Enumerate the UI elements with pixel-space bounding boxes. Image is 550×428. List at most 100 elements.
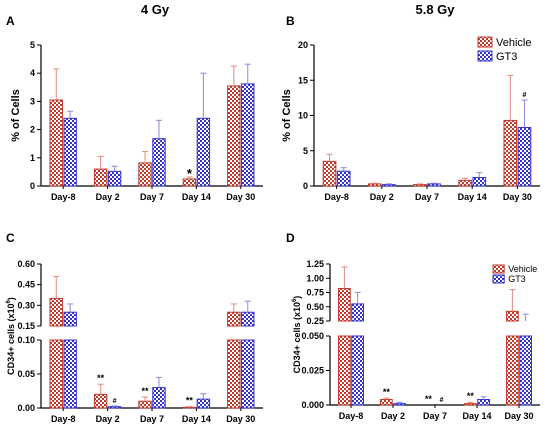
x-tick-label: Day-8: [51, 192, 76, 202]
y-tick-label: 0.05: [17, 369, 35, 379]
bar-gt3-lower: [63, 339, 77, 409]
x-tick-label: Day 14: [182, 192, 211, 202]
x-tick-label: Day 7: [415, 192, 439, 202]
bar-vehicle: [138, 162, 152, 187]
y-tick-label: 0.25: [306, 316, 324, 326]
bar-gt3: [196, 398, 211, 409]
bar-vehicle: [413, 184, 427, 187]
bar-vehicle: [93, 393, 108, 409]
panel-label: C: [6, 231, 15, 245]
y-tick-label: 0.050: [301, 331, 324, 341]
y-tick-label: 15: [298, 75, 308, 85]
bar-vehicle-lower: [337, 335, 351, 406]
y-tick-label: 0: [303, 181, 308, 191]
bar-gt3: [152, 138, 166, 187]
x-tick-label: Day 30: [504, 411, 533, 421]
y-axis-label: % of Cells: [281, 89, 293, 142]
significance-marker: **: [97, 373, 105, 383]
y-axis-label: % of Cells: [10, 89, 22, 142]
bar-vehicle: [337, 288, 351, 322]
x-tick-label: Day 14: [458, 192, 487, 202]
y-axis-label-text: % of Cells: [281, 89, 293, 142]
bar-vehicle: [49, 99, 63, 187]
bar-vehicle: [93, 168, 108, 187]
x-tick-label: Day 30: [226, 192, 255, 202]
x-tick-label: Day 2: [96, 414, 120, 424]
panel-label: D: [286, 231, 295, 245]
bar-vehicle-lower: [505, 335, 519, 406]
y-tick-label: 0.000: [301, 400, 324, 410]
bar-gt3: [472, 177, 487, 187]
significance-marker: **: [425, 394, 433, 404]
y-axis-label-text: % of Cells: [10, 89, 22, 142]
y-axis-label-end: ): [6, 297, 16, 300]
y-tick-label: 0.025: [301, 366, 324, 376]
bar-vehicle: [49, 297, 63, 327]
x-tick-label: Day-8: [51, 414, 76, 424]
legend-label-gt3: GT3: [496, 51, 517, 63]
x-tick-label: Day 2: [370, 192, 394, 202]
bar-gt3-lower: [519, 335, 533, 406]
x-tick-label: Day 14: [182, 414, 211, 424]
y-tick-label: 3: [30, 96, 35, 106]
x-tick-label: Day-8: [339, 411, 364, 421]
x-tick-label: Day 14: [462, 411, 491, 421]
bar-gt3: [517, 126, 532, 187]
y-axis-label-end: ): [292, 296, 302, 299]
x-tick-label: Day 7: [423, 411, 447, 421]
y-tick-label: 0.10: [17, 335, 35, 345]
legend-label-vehicle: Vehicle: [508, 264, 537, 274]
significance-marker: **: [186, 396, 194, 406]
y-tick-label: 1.25: [306, 259, 324, 269]
y-tick-label: 1: [30, 153, 35, 163]
bar-vehicle: [463, 403, 477, 406]
panel-label: A: [6, 14, 15, 28]
y-tick-label: 0: [30, 181, 35, 191]
legend-swatch-vehicle: [492, 264, 505, 274]
panel-label: B: [286, 14, 295, 28]
bar-gt3: [107, 170, 122, 187]
bar-gt3: [107, 406, 122, 409]
bar-vehicle-lower: [227, 339, 241, 409]
x-tick-label: Day 7: [140, 192, 164, 202]
x-tick-label: Day 30: [226, 414, 255, 424]
x-tick-label: Day 30: [503, 192, 532, 202]
y-tick-label: 10: [298, 111, 308, 121]
bar-vehicle: [458, 179, 472, 187]
bar-gt3: [152, 387, 166, 409]
x-tick-label: Day-8: [324, 192, 349, 202]
significance-marker: #: [113, 398, 117, 405]
x-tick-label: Day 2: [96, 192, 120, 202]
bar-gt3: [241, 83, 255, 187]
y-axis-label-sup: 6: [6, 300, 12, 304]
y-tick-label: 0.00: [17, 403, 35, 413]
bar-vehicle: [505, 310, 519, 322]
significance-marker: #: [440, 397, 444, 404]
bar-vehicle: [367, 183, 382, 187]
y-axis-label: CD34+ cells (x106): [6, 297, 16, 375]
y-axis-label-text: CD34+ cells (x10: [6, 304, 16, 375]
bar-gt3: [63, 117, 77, 187]
y-tick-label: 0.75: [306, 288, 324, 298]
legend-swatch-gt3: [492, 274, 505, 284]
bar-gt3: [427, 183, 441, 187]
y-tick-label: 0.45: [17, 280, 35, 290]
significance-marker: *: [187, 166, 193, 181]
bar-gt3: [393, 403, 407, 406]
legend-swatch-vehicle: [477, 36, 493, 48]
bar-vehicle: [379, 398, 393, 406]
bar-vehicle: [322, 160, 337, 187]
bar-gt3-lower: [351, 335, 365, 406]
bar-vehicle-lower: [49, 339, 63, 409]
y-axis-label: CD34+ cells (x106): [292, 296, 302, 374]
bar-vehicle: [227, 311, 241, 327]
bar-gt3: [63, 311, 77, 327]
legend-label-gt3: GT3: [508, 274, 526, 284]
chart-title: 4 Gy: [141, 2, 170, 17]
y-tick-label: 20: [298, 40, 308, 50]
x-tick-label: Day 2: [381, 411, 405, 421]
bar-gt3: [477, 398, 491, 406]
y-tick-label: 0.30: [17, 300, 35, 310]
y-tick-label: 0.15: [17, 321, 35, 331]
